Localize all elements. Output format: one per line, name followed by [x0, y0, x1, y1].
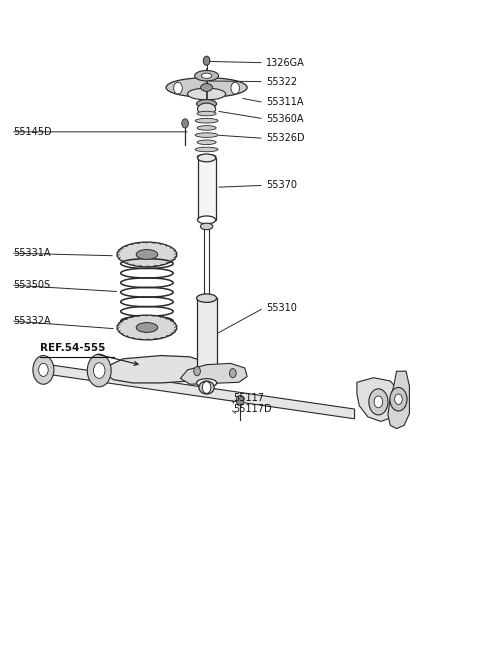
Text: 55350S: 55350S — [13, 280, 50, 290]
Circle shape — [38, 364, 48, 377]
Ellipse shape — [200, 223, 213, 230]
Ellipse shape — [197, 126, 216, 130]
Polygon shape — [357, 378, 400, 421]
Circle shape — [395, 394, 402, 404]
Circle shape — [194, 367, 200, 376]
Text: REF.54-555: REF.54-555 — [39, 343, 105, 353]
Ellipse shape — [198, 216, 216, 224]
Ellipse shape — [166, 78, 247, 97]
Ellipse shape — [195, 133, 218, 138]
Ellipse shape — [117, 315, 177, 340]
Ellipse shape — [201, 73, 212, 79]
Ellipse shape — [188, 88, 226, 100]
Text: 55322: 55322 — [266, 77, 298, 86]
Circle shape — [182, 119, 189, 128]
Circle shape — [369, 389, 388, 415]
Text: 55310: 55310 — [266, 303, 297, 313]
Text: 55332A: 55332A — [13, 316, 51, 326]
Circle shape — [203, 56, 210, 66]
Circle shape — [236, 396, 244, 405]
Text: 55360A: 55360A — [266, 114, 304, 124]
Circle shape — [390, 388, 407, 411]
Text: 55331A: 55331A — [13, 248, 51, 258]
Ellipse shape — [195, 119, 218, 123]
Text: 55370: 55370 — [266, 180, 297, 191]
Bar — [198, 158, 216, 220]
Circle shape — [229, 369, 236, 378]
Circle shape — [231, 83, 240, 94]
Circle shape — [94, 363, 105, 379]
Polygon shape — [104, 356, 209, 383]
Circle shape — [202, 382, 211, 394]
Circle shape — [33, 356, 54, 384]
Polygon shape — [180, 364, 247, 384]
Ellipse shape — [197, 100, 216, 108]
Ellipse shape — [198, 154, 216, 162]
Ellipse shape — [195, 147, 218, 152]
Text: 55311A: 55311A — [266, 98, 304, 107]
Polygon shape — [388, 371, 409, 428]
Ellipse shape — [197, 111, 216, 116]
Ellipse shape — [117, 242, 177, 267]
Circle shape — [87, 354, 111, 387]
Bar — [197, 298, 216, 383]
Ellipse shape — [199, 381, 214, 394]
Ellipse shape — [197, 140, 216, 145]
Text: 1326GA: 1326GA — [266, 58, 305, 67]
Ellipse shape — [197, 155, 216, 159]
Polygon shape — [49, 365, 355, 419]
Ellipse shape — [136, 250, 157, 259]
Ellipse shape — [198, 103, 216, 115]
Circle shape — [374, 396, 383, 407]
Text: 55145D: 55145D — [13, 127, 52, 137]
Ellipse shape — [197, 379, 216, 387]
Text: 55117: 55117 — [233, 393, 264, 403]
Ellipse shape — [197, 294, 216, 303]
Ellipse shape — [195, 71, 218, 81]
Text: 55117D: 55117D — [233, 404, 272, 414]
Circle shape — [174, 83, 182, 94]
Text: 55326D: 55326D — [266, 134, 305, 143]
Ellipse shape — [136, 323, 157, 332]
Ellipse shape — [201, 84, 213, 92]
